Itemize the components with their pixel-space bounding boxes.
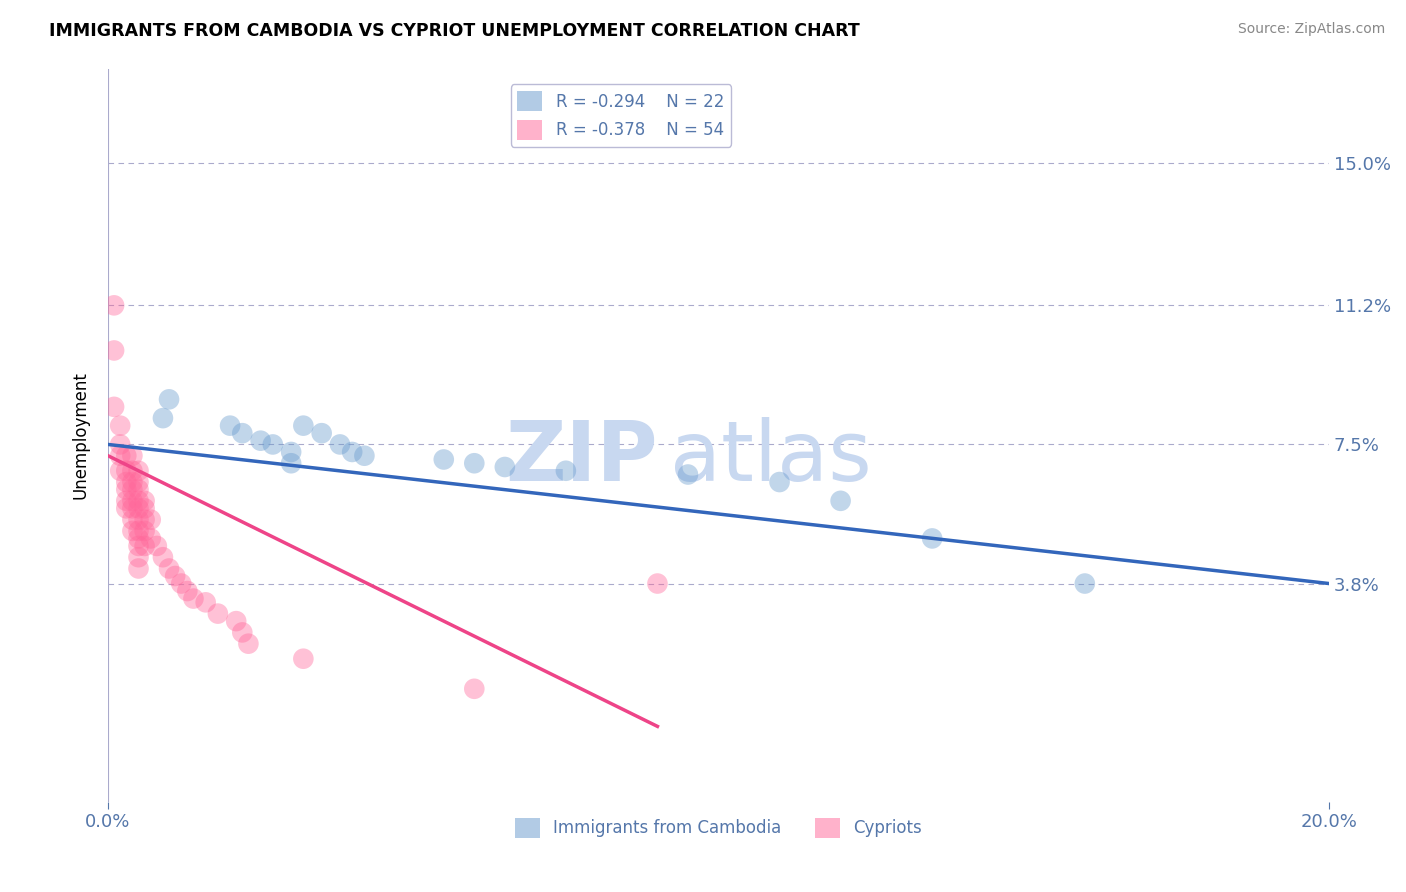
Point (139, 513, 162, 527)
Point (231, 625, 253, 640)
Point (225, 614, 247, 628)
Point (134, 524, 156, 538)
Point (353, 449, 375, 463)
Point (121, 449, 143, 463)
Point (157, 561, 180, 575)
Point (121, 524, 143, 538)
Point (207, 607, 229, 621)
Point (139, 532, 162, 546)
Point (249, 434, 271, 448)
Text: IMMIGRANTS FROM CAMBODIA VS CYPRIOT UNEMPLOYMENT CORRELATION CHART: IMMIGRANTS FROM CAMBODIA VS CYPRIOT UNEM… (49, 22, 860, 40)
Y-axis label: Unemployment: Unemployment (72, 371, 89, 499)
Point (103, 298, 125, 312)
Point (134, 501, 156, 516)
Point (134, 493, 156, 508)
Point (170, 576, 193, 591)
Point (280, 445, 302, 459)
Point (128, 524, 150, 538)
Point (262, 437, 284, 451)
Point (292, 651, 315, 665)
Point (768, 475, 790, 489)
Legend: Immigrants from Cambodia, Cypriots: Immigrants from Cambodia, Cypriots (509, 811, 929, 845)
Point (108, 437, 131, 451)
Point (128, 475, 150, 489)
Point (433, 452, 456, 467)
Point (108, 418, 131, 433)
Point (152, 550, 174, 565)
Point (676, 467, 699, 482)
Point (134, 513, 156, 527)
Point (134, 539, 156, 553)
Point (146, 539, 169, 553)
Point (103, 343, 125, 358)
Text: Source: ZipAtlas.com: Source: ZipAtlas.com (1237, 22, 1385, 37)
Point (921, 532, 943, 546)
Point (128, 513, 150, 527)
Point (219, 418, 242, 433)
Point (183, 591, 205, 606)
Point (165, 569, 187, 583)
Point (121, 475, 143, 489)
Point (157, 392, 180, 407)
Text: ZIP: ZIP (505, 417, 658, 498)
Point (554, 464, 576, 478)
Point (115, 501, 138, 516)
Point (128, 550, 150, 565)
Point (103, 400, 125, 414)
Point (340, 445, 363, 459)
Point (1074, 576, 1097, 591)
Point (121, 501, 143, 516)
Point (830, 493, 852, 508)
Point (121, 513, 143, 527)
Point (647, 576, 669, 591)
Point (115, 464, 138, 478)
Point (128, 532, 150, 546)
Point (280, 456, 302, 470)
Point (329, 437, 352, 451)
Point (128, 483, 150, 497)
Point (231, 426, 253, 441)
Point (292, 418, 315, 433)
Point (128, 464, 150, 478)
Point (463, 456, 485, 470)
Point (194, 595, 217, 609)
Point (115, 475, 138, 489)
Point (108, 464, 131, 478)
Point (115, 449, 138, 463)
Point (115, 483, 138, 497)
Point (152, 411, 174, 425)
Point (176, 584, 198, 599)
Point (128, 539, 150, 553)
Point (108, 449, 131, 463)
Point (311, 426, 333, 441)
Point (128, 493, 150, 508)
Point (115, 493, 138, 508)
Text: atlas: atlas (669, 417, 872, 498)
Point (463, 681, 485, 696)
Point (121, 493, 143, 508)
Point (238, 637, 260, 651)
Point (494, 460, 516, 475)
Point (121, 483, 143, 497)
Point (128, 561, 150, 575)
Point (121, 464, 143, 478)
Point (128, 501, 150, 516)
